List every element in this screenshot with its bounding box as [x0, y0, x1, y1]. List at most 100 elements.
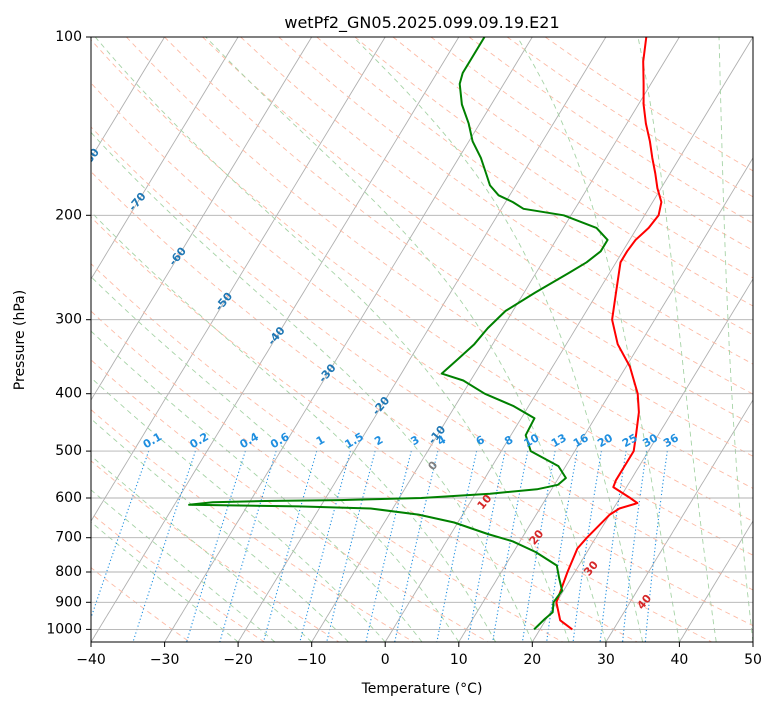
dry-adiabat-line	[91, 359, 489, 642]
dry-adiabat-label: -30	[316, 361, 339, 385]
mixing-ratio-label: 13	[549, 431, 569, 450]
moist-adiabat-line	[91, 131, 533, 642]
mixing-ratio-line	[521, 450, 556, 642]
x-axis-ticks: −40 −30 −20 −10 0 10 20 30 40 50	[76, 642, 762, 668]
dry-adiabat-label: -40	[265, 324, 288, 348]
dry-adiabat-line	[278, 37, 753, 365]
moist-adiabat-lines	[91, 37, 753, 642]
isotherm-line	[679, 520, 753, 642]
mixing-ratio-line	[262, 450, 318, 642]
y-axis-ticks: 1000 900 800 700 600 500 400 300 200 100	[46, 29, 91, 637]
dry-adiabat-line	[202, 37, 753, 426]
dry-adiabat-line	[430, 37, 753, 251]
isotherm-lines	[91, 37, 753, 642]
isotherm-line	[311, 37, 680, 642]
dry-adiabat-line	[544, 37, 753, 172]
dry-adiabat-line	[91, 126, 753, 591]
dry-adiabat-line	[392, 37, 753, 279]
mixing-ratio-line	[622, 451, 648, 642]
isotherm-line	[752, 641, 753, 642]
x-tick-label: −40	[76, 652, 106, 668]
moist-adiabat-line	[91, 418, 349, 642]
mixing-ratio-label: 3	[408, 433, 421, 448]
mixing-ratio-line	[394, 450, 439, 642]
moist-adiabat-line	[94, 37, 570, 642]
mixing-ratio-label: 0.6	[268, 430, 292, 451]
isotherm-line	[91, 37, 239, 280]
x-tick-label: −10	[297, 652, 327, 668]
isotherm-line	[91, 37, 313, 401]
moist-adiabat-line	[352, 37, 644, 642]
moist-adiabat-label: 20	[527, 527, 547, 547]
mixing-ratio-line	[572, 451, 602, 642]
temperature-line	[555, 37, 663, 631]
moist-adiabat-line	[205, 37, 607, 642]
x-tick-label: 50	[744, 652, 762, 668]
mixing-ratio-lines	[91, 450, 668, 642]
dry-adiabat-line	[91, 460, 340, 642]
mixing-ratio-line	[299, 450, 351, 642]
dry-adiabat-line	[354, 37, 753, 307]
dewpoint-line	[188, 37, 609, 631]
sounding-series	[188, 37, 663, 631]
isotherm-line	[91, 37, 386, 522]
dry-adiabat-line	[91, 39, 753, 522]
x-tick-label: −30	[150, 652, 180, 668]
isotherm-line	[605, 399, 753, 642]
mixing-ratio-label: 16	[571, 431, 591, 450]
y-axis-label: Pressure (hPa)	[12, 290, 28, 390]
x-tick-label: 0	[381, 652, 390, 668]
isotherm-line	[384, 37, 753, 642]
dry-adiabat-lines	[91, 37, 753, 642]
mixing-ratio-line	[365, 450, 412, 642]
y-tick-label: 700	[55, 530, 82, 546]
dry-adiabat-line	[91, 310, 563, 642]
dry-adiabat-line	[91, 170, 753, 627]
y-tick-label: 500	[55, 443, 82, 459]
y-tick-label: 800	[55, 564, 82, 580]
moist-adiabat-label: 40	[634, 592, 654, 612]
y-tick-label: 600	[55, 490, 82, 506]
dry-adiabat-line	[240, 37, 753, 395]
x-tick-label: 30	[597, 652, 615, 668]
line-labels: -100-90-80-70-60-50-40-30-20-10010203040…	[38, 92, 681, 612]
pressure-gridlines	[91, 37, 753, 630]
y-tick-label: 200	[55, 207, 82, 223]
moist-adiabat-label: 0	[425, 458, 440, 472]
moist-adiabat-line	[91, 211, 496, 642]
mixing-ratio-line	[644, 451, 668, 642]
y-tick-label: 100	[55, 29, 82, 45]
dry-adiabat-line	[91, 82, 753, 556]
chart-title: wetPf2_GN05.2025.099.09.19.E21	[284, 13, 559, 33]
dry-adiabat-line	[91, 263, 638, 642]
mixing-ratio-label: 1	[314, 433, 327, 448]
mixing-ratio-label: 1.5	[342, 430, 365, 451]
moist-adiabat-line	[91, 330, 423, 642]
y-tick-label: 900	[55, 594, 82, 610]
mixing-ratio-line	[186, 450, 246, 642]
mixing-ratio-line	[219, 450, 277, 642]
mixing-ratio-line	[546, 451, 578, 642]
dry-adiabat-line	[91, 567, 190, 642]
moist-adiabat-label: 30	[581, 558, 601, 578]
plot-area: -100-90-80-70-60-50-40-30-20-10010203040…	[38, 37, 753, 642]
dry-adiabat-line	[91, 409, 414, 642]
mixing-ratio-line	[132, 450, 196, 642]
dry-adiabat-label: -90	[38, 92, 61, 116]
dry-adiabat-line	[91, 512, 265, 642]
y-tick-label: 400	[55, 386, 82, 402]
x-tick-label: 20	[523, 652, 541, 668]
y-tick-label: 300	[55, 312, 82, 328]
moist-adiabat-line	[91, 377, 386, 642]
mixing-ratio-line	[467, 450, 506, 642]
moist-adiabat-line	[718, 37, 753, 642]
mixing-ratio-label: 0.4	[237, 430, 261, 451]
isotherm-line	[458, 157, 753, 642]
moist-adiabat-line	[91, 276, 460, 642]
mixing-ratio-label: 20	[595, 431, 615, 450]
dry-adiabat-label: -70	[126, 190, 149, 214]
moist-adiabat-line	[637, 37, 717, 642]
moist-adiabat-line	[91, 455, 313, 642]
x-tick-label: 40	[670, 652, 688, 668]
